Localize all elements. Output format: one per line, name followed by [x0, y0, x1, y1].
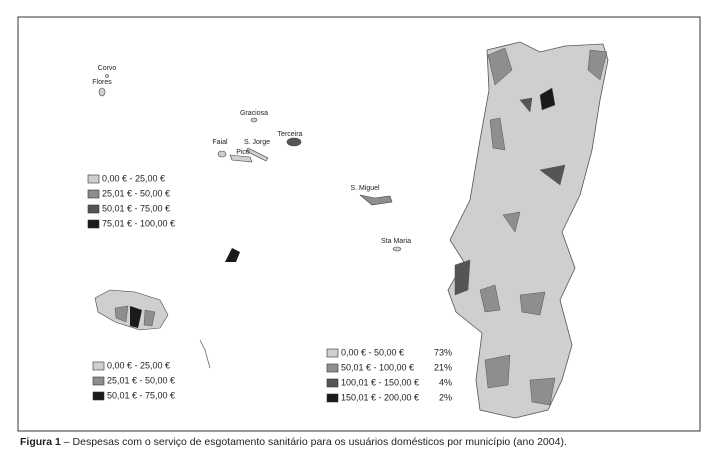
legend-share: 21%: [434, 362, 452, 372]
legend-label: 50,01 € - 75,00 €: [107, 390, 175, 400]
municipality-patches: [454, 47, 608, 406]
legend-share: 2%: [439, 392, 452, 402]
legend-swatch: [92, 376, 105, 386]
legend-label: 75,01 € - 100,00 €: [102, 218, 175, 228]
legend-swatch: [92, 361, 105, 371]
legend-swatch: [326, 348, 339, 358]
legend-label: 100,01 € - 150,00 €: [341, 377, 419, 387]
island-label: Faial: [212, 139, 228, 146]
caption-label: Figura 1: [20, 436, 61, 448]
map: Corvo Flores Graciosa Faial S. Jorge Ter…: [17, 16, 701, 432]
island-label: Graciosa: [240, 110, 268, 117]
island-label: Flores: [92, 79, 112, 86]
legend-label: 0,00 € - 25,00 €: [107, 360, 170, 370]
azores-islands: [98, 74, 402, 252]
legend-label: 0,00 € - 25,00 €: [102, 173, 165, 183]
island-label: Sta Maria: [381, 238, 411, 245]
legend-share: 73%: [434, 347, 452, 357]
legend-swatch: [92, 391, 105, 401]
caption: Figura 1 – Despesas com o serviço de esg…: [20, 436, 567, 448]
island-label: S. Jorge: [244, 139, 270, 146]
municipality-patch: [143, 309, 156, 327]
caption-text: – Despesas com o serviço de esgotamento …: [60, 436, 567, 448]
island-label: Corvo: [98, 65, 117, 72]
legend-label: 25,01 € - 50,00 €: [102, 188, 170, 198]
legend-swatch: [326, 378, 339, 388]
mainland: [447, 41, 609, 419]
legend-label: 25,01 € - 50,00 €: [107, 375, 175, 385]
legend-swatch: [87, 174, 100, 184]
island-label: Terceira: [278, 131, 303, 138]
municipality-patch: [130, 306, 142, 328]
legend-swatch: [87, 204, 100, 214]
legend-share: 4%: [439, 377, 452, 387]
legend-swatch: [326, 363, 339, 373]
legend-label: 50,01 € - 75,00 €: [102, 203, 170, 213]
legend-swatch: [87, 219, 100, 229]
legend-label: 150,01 € - 200,00 €: [341, 392, 419, 402]
legend-label: 0,00 € - 50,00 €: [341, 347, 404, 357]
legend-label: 50,01 € - 100,00 €: [341, 362, 414, 372]
municipality-patch: [114, 305, 129, 323]
frame: [17, 16, 701, 432]
legend-swatch: [87, 189, 100, 199]
legend-swatch: [326, 393, 339, 403]
island: [225, 248, 240, 262]
desertas: [199, 339, 211, 369]
island-label: Pico: [236, 149, 250, 156]
island-label: S. Miguel: [350, 185, 380, 192]
